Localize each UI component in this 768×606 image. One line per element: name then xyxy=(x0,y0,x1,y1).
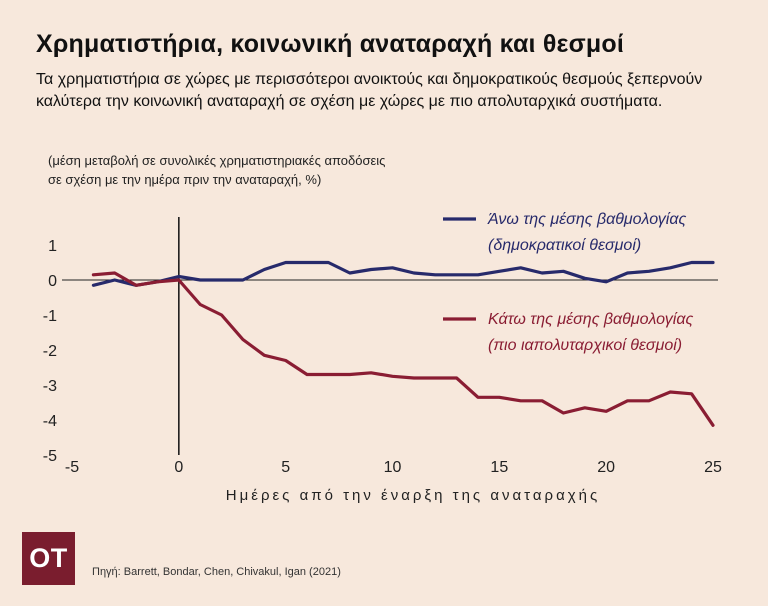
y-tick-label: -5 xyxy=(43,448,57,465)
y-tick-label: -4 xyxy=(43,413,57,430)
series-line-autocratic xyxy=(91,271,715,427)
unit-note-line-2: σε σχέση με την ημέρα πριν την αναταραχή… xyxy=(48,172,322,187)
chart-legend: Άνω της μέσης βαθμολογίας (δημοκρατικοί θ… xyxy=(443,211,693,354)
legend-sublabel-autocratic: (πιο ιαπολυταρχικοί θεσμοί) xyxy=(488,337,682,354)
y-tick-label: -1 xyxy=(43,308,57,325)
y-tick-label: 1 xyxy=(48,238,57,255)
x-tick-label: 25 xyxy=(704,459,722,476)
x-tick-label: 0 xyxy=(174,459,183,476)
x-tick-label: 10 xyxy=(384,459,402,476)
unit-note: (μέση μεταβολή σε συνολικές χρηματιστηρι… xyxy=(48,151,488,189)
brand-logo: OT xyxy=(22,532,75,585)
chart-axes: 10-1-2-3-4-5-5 0 5 10 15 20 25 xyxy=(43,217,722,476)
chart-subtitle: Τα χρηματιστήρια σε χώρες με περισσότερο… xyxy=(36,71,703,110)
x-tick-label: 15 xyxy=(490,459,508,476)
x-tick-label: 5 xyxy=(281,459,290,476)
series-line-democratic xyxy=(91,260,715,287)
x-tick-label: -5 xyxy=(65,459,79,476)
y-tick-label: -2 xyxy=(43,343,57,360)
x-axis-label: Ημέρες από την έναρξη της αναταραχής xyxy=(226,487,600,504)
x-tick-label: 20 xyxy=(597,459,615,476)
legend-label-democratic: Άνω της μέσης βαθμολογίας xyxy=(487,211,686,228)
legend-label-autocratic: Κάτω της μέσης βαθμολογίας xyxy=(488,311,693,328)
y-tick-label: -3 xyxy=(43,378,57,395)
unit-note-line-1: (μέση μεταβολή σε συνολικές χρηματιστηρι… xyxy=(48,153,386,168)
chart-title: Χρηματιστήρια, κοινωνική αναταραχή και θ… xyxy=(36,30,625,58)
legend-sublabel-democratic: (δημοκρατικοί θεσμοί) xyxy=(488,237,641,254)
chart-series xyxy=(91,260,715,427)
source-note: Πηγή: Barrett, Bondar, Chen, Chivakul, I… xyxy=(92,566,341,578)
y-tick-label: 0 xyxy=(48,273,57,290)
